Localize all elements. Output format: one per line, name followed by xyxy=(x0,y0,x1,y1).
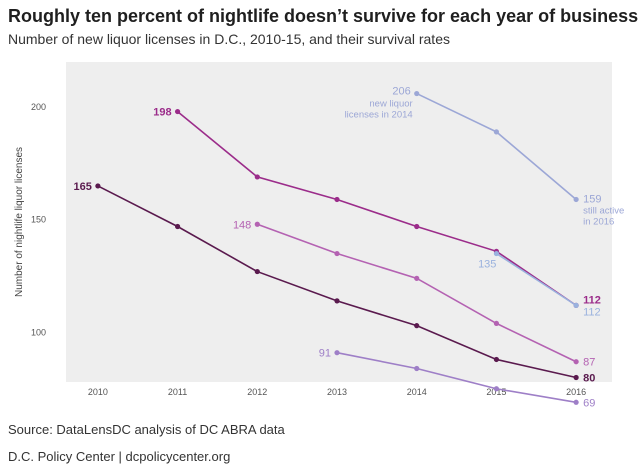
end-value-label: 159 xyxy=(583,193,601,205)
data-point[interactable] xyxy=(573,374,579,381)
data-point[interactable] xyxy=(254,268,260,275)
data-point[interactable] xyxy=(414,223,420,230)
x-tick-label: 2013 xyxy=(327,387,347,397)
data-point[interactable] xyxy=(573,399,579,405)
data-point[interactable] xyxy=(573,196,579,203)
series-line xyxy=(177,110,577,307)
data-point[interactable] xyxy=(334,350,340,356)
annotation-text: in 2016 xyxy=(583,216,614,227)
annotation-text: still active xyxy=(583,205,624,216)
data-point[interactable] xyxy=(493,356,500,363)
start-value-label: 206 xyxy=(392,86,410,98)
end-value-label: 87 xyxy=(583,357,595,369)
data-point[interactable] xyxy=(493,386,500,392)
annotation-text: licenses in 2014 xyxy=(345,110,413,121)
start-value-label: 91 xyxy=(319,348,331,360)
start-value-label: 135 xyxy=(478,259,496,271)
end-value-label: 112 xyxy=(583,306,601,318)
data-point[interactable] xyxy=(414,90,420,97)
y-tick-label: 200 xyxy=(31,102,46,112)
data-point[interactable] xyxy=(414,275,420,281)
data-point[interactable] xyxy=(174,223,181,230)
end-value-label: 69 xyxy=(583,397,595,409)
series-line xyxy=(336,351,577,404)
data-point[interactable] xyxy=(414,365,420,372)
y-axis-label: Number of nightlife liquor licenses xyxy=(14,147,25,297)
source-note: Source: DataLensDC analysis of DC ABRA d… xyxy=(8,422,285,437)
series-line xyxy=(495,252,577,307)
x-tick-label: 2010 xyxy=(88,387,108,397)
data-point[interactable] xyxy=(334,196,340,203)
end-value-label: 80 xyxy=(583,372,595,384)
plot-area xyxy=(66,62,612,382)
data-point[interactable] xyxy=(174,108,181,115)
data-point[interactable] xyxy=(334,298,340,304)
x-tick-label: 2015 xyxy=(486,387,506,397)
data-point[interactable] xyxy=(573,359,579,365)
start-value-label: 165 xyxy=(74,181,92,193)
y-tick-label: 100 xyxy=(31,327,46,337)
x-tick-label: 2011 xyxy=(168,387,187,397)
start-value-label: 148 xyxy=(233,219,251,231)
data-point[interactable] xyxy=(493,320,500,327)
x-tick-label: 2012 xyxy=(247,387,267,397)
data-point[interactable] xyxy=(254,221,260,227)
x-tick-label: 2016 xyxy=(566,387,586,397)
data-point[interactable] xyxy=(334,250,340,257)
data-point[interactable] xyxy=(414,323,420,329)
y-tick-label: 150 xyxy=(31,215,46,225)
data-point[interactable] xyxy=(493,250,500,257)
line-chart: 100 150 200 2010 2011 2012 2013 2014 2015 2016 Num… xyxy=(14,62,624,409)
chart-title: Roughly ten percent of nightlife doesn’t… xyxy=(8,6,639,26)
annotation-text: new liquor xyxy=(369,99,412,110)
data-point[interactable] xyxy=(573,302,579,308)
data-point[interactable] xyxy=(95,183,101,189)
start-value-label: 198 xyxy=(153,107,171,119)
end-value-label: 112 xyxy=(583,294,601,306)
data-point[interactable] xyxy=(254,174,260,180)
credit-line: D.C. Policy Center | dcpolicycenter.org xyxy=(8,449,231,464)
data-point[interactable] xyxy=(493,129,500,135)
x-tick-label: 2014 xyxy=(407,387,427,397)
chart-subtitle: Number of new liquor licenses in D.C., 2… xyxy=(8,31,450,47)
